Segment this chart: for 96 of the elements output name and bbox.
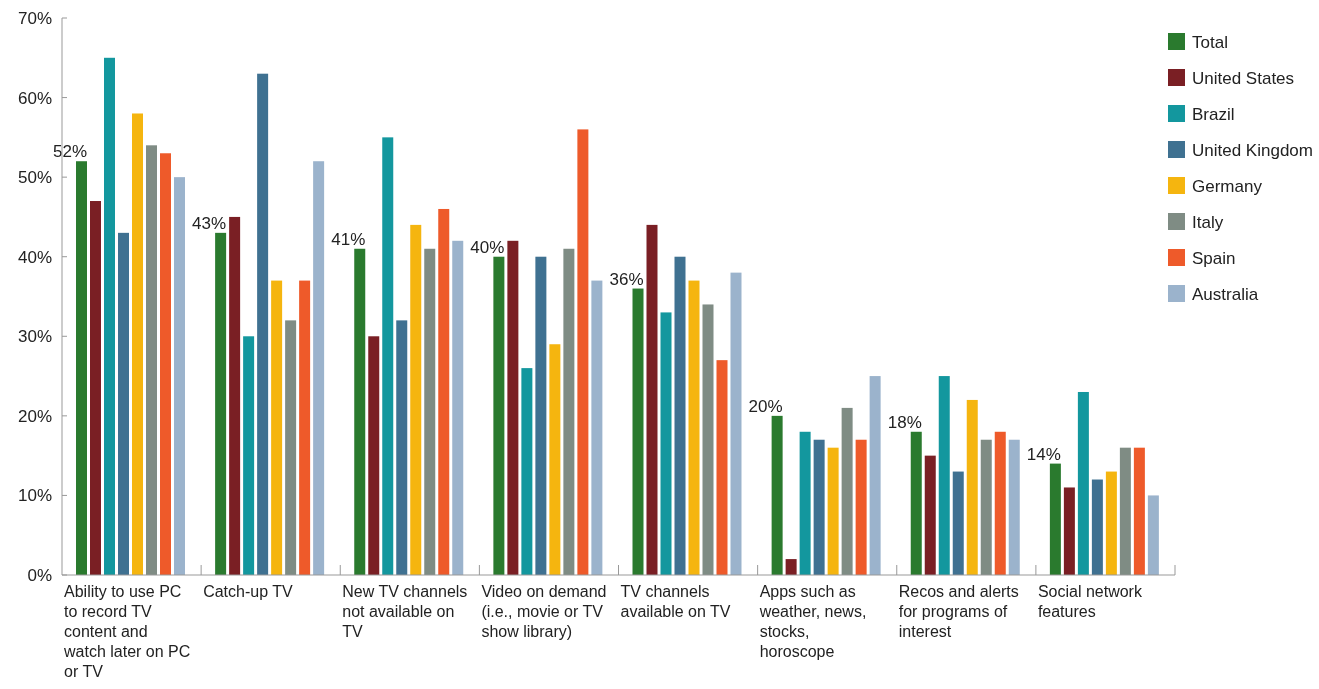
bar (507, 240, 519, 575)
bar (730, 272, 742, 575)
bar (910, 431, 922, 575)
bar (215, 232, 227, 575)
bar (243, 336, 255, 575)
bar (104, 57, 115, 575)
bar (646, 224, 658, 575)
y-tick-label: 40% (17, 247, 52, 267)
legend-label: Spain (1192, 248, 1236, 268)
bar (827, 447, 839, 575)
bar (577, 129, 589, 575)
x-tick-label: Recos and alerts for programs of interest (898, 583, 1019, 640)
bar (980, 439, 992, 575)
bar (535, 256, 547, 575)
legend-label: Italy (1192, 212, 1224, 232)
bar (299, 280, 311, 575)
data-label: 43% (192, 213, 227, 233)
x-tick-label: New TV channels not available on TV (342, 583, 468, 640)
bar (938, 376, 950, 575)
data-label: 18% (887, 412, 922, 432)
y-tick-label: 10% (17, 486, 52, 506)
bar (1063, 487, 1075, 575)
legend-label: Germany (1192, 176, 1263, 196)
bar (1077, 391, 1089, 575)
data-label: 36% (609, 269, 644, 289)
bar (354, 248, 366, 575)
bar (771, 415, 783, 575)
bar (1105, 471, 1117, 575)
data-label: 14% (1026, 444, 1061, 464)
y-tick-label: 0% (27, 565, 52, 585)
bar (563, 248, 575, 575)
x-tick-label: Social network features (1037, 583, 1143, 620)
bar (174, 177, 185, 575)
bar (438, 208, 450, 575)
bar (994, 431, 1006, 575)
bar (229, 216, 241, 575)
legend-label: United Kingdom (1192, 140, 1313, 160)
y-tick-label: 30% (17, 327, 52, 347)
bar (76, 161, 87, 575)
y-tick-label: 60% (17, 88, 52, 108)
x-tick-label: Catch-up TV (203, 583, 293, 600)
legend-label: Brazil (1192, 104, 1235, 124)
data-label: 20% (748, 396, 783, 416)
bar (660, 312, 672, 575)
bar (521, 368, 533, 575)
bar (688, 280, 700, 575)
x-tick-label: Video on demand (i.e., movie or TV show library) (481, 583, 607, 640)
data-label: 41% (331, 229, 366, 249)
legend-label: Total (1192, 32, 1228, 52)
bar (410, 224, 422, 575)
y-tick-label: 20% (17, 406, 52, 426)
bar (716, 360, 728, 575)
bar (146, 145, 157, 575)
bar (132, 113, 143, 575)
bar (1119, 447, 1131, 575)
y-tick-label: 50% (17, 168, 52, 188)
bar (702, 304, 714, 575)
bar (396, 320, 408, 575)
bar (966, 399, 978, 575)
legend-label: Australia (1192, 284, 1259, 304)
bar (368, 336, 380, 575)
data-label: 40% (470, 237, 505, 257)
bar (313, 161, 325, 575)
bar (1008, 439, 1020, 575)
bar (1049, 463, 1061, 575)
bar (785, 559, 797, 575)
bar (452, 240, 464, 575)
bar (924, 455, 936, 575)
bar (549, 344, 561, 575)
bar (285, 320, 297, 575)
bar (952, 471, 964, 575)
bar (118, 232, 129, 575)
bar (855, 439, 867, 575)
x-tick-label: Apps such as weather, news, stocks, horoscope (758, 583, 867, 660)
bar (382, 137, 394, 575)
bar (591, 280, 603, 575)
bar (1133, 447, 1145, 575)
bar (271, 280, 283, 575)
bar (1147, 495, 1159, 575)
bar (674, 256, 686, 575)
x-tick-label: TV channels available on TV (620, 583, 731, 620)
bar (1091, 479, 1103, 575)
bar (869, 376, 881, 575)
bar (493, 256, 505, 575)
legend-label: United States (1192, 68, 1295, 88)
y-tick-label: 70% (17, 8, 52, 28)
bar (813, 439, 825, 575)
bar (841, 407, 853, 575)
bar (90, 201, 101, 575)
bar (160, 153, 171, 575)
bar (257, 73, 269, 575)
x-tick-label: Ability to use PC to record TV content and watch later on PC or TV (63, 583, 191, 680)
data-label: 52% (52, 142, 87, 162)
bar (424, 248, 436, 575)
bar (799, 431, 811, 575)
bar (632, 288, 644, 575)
